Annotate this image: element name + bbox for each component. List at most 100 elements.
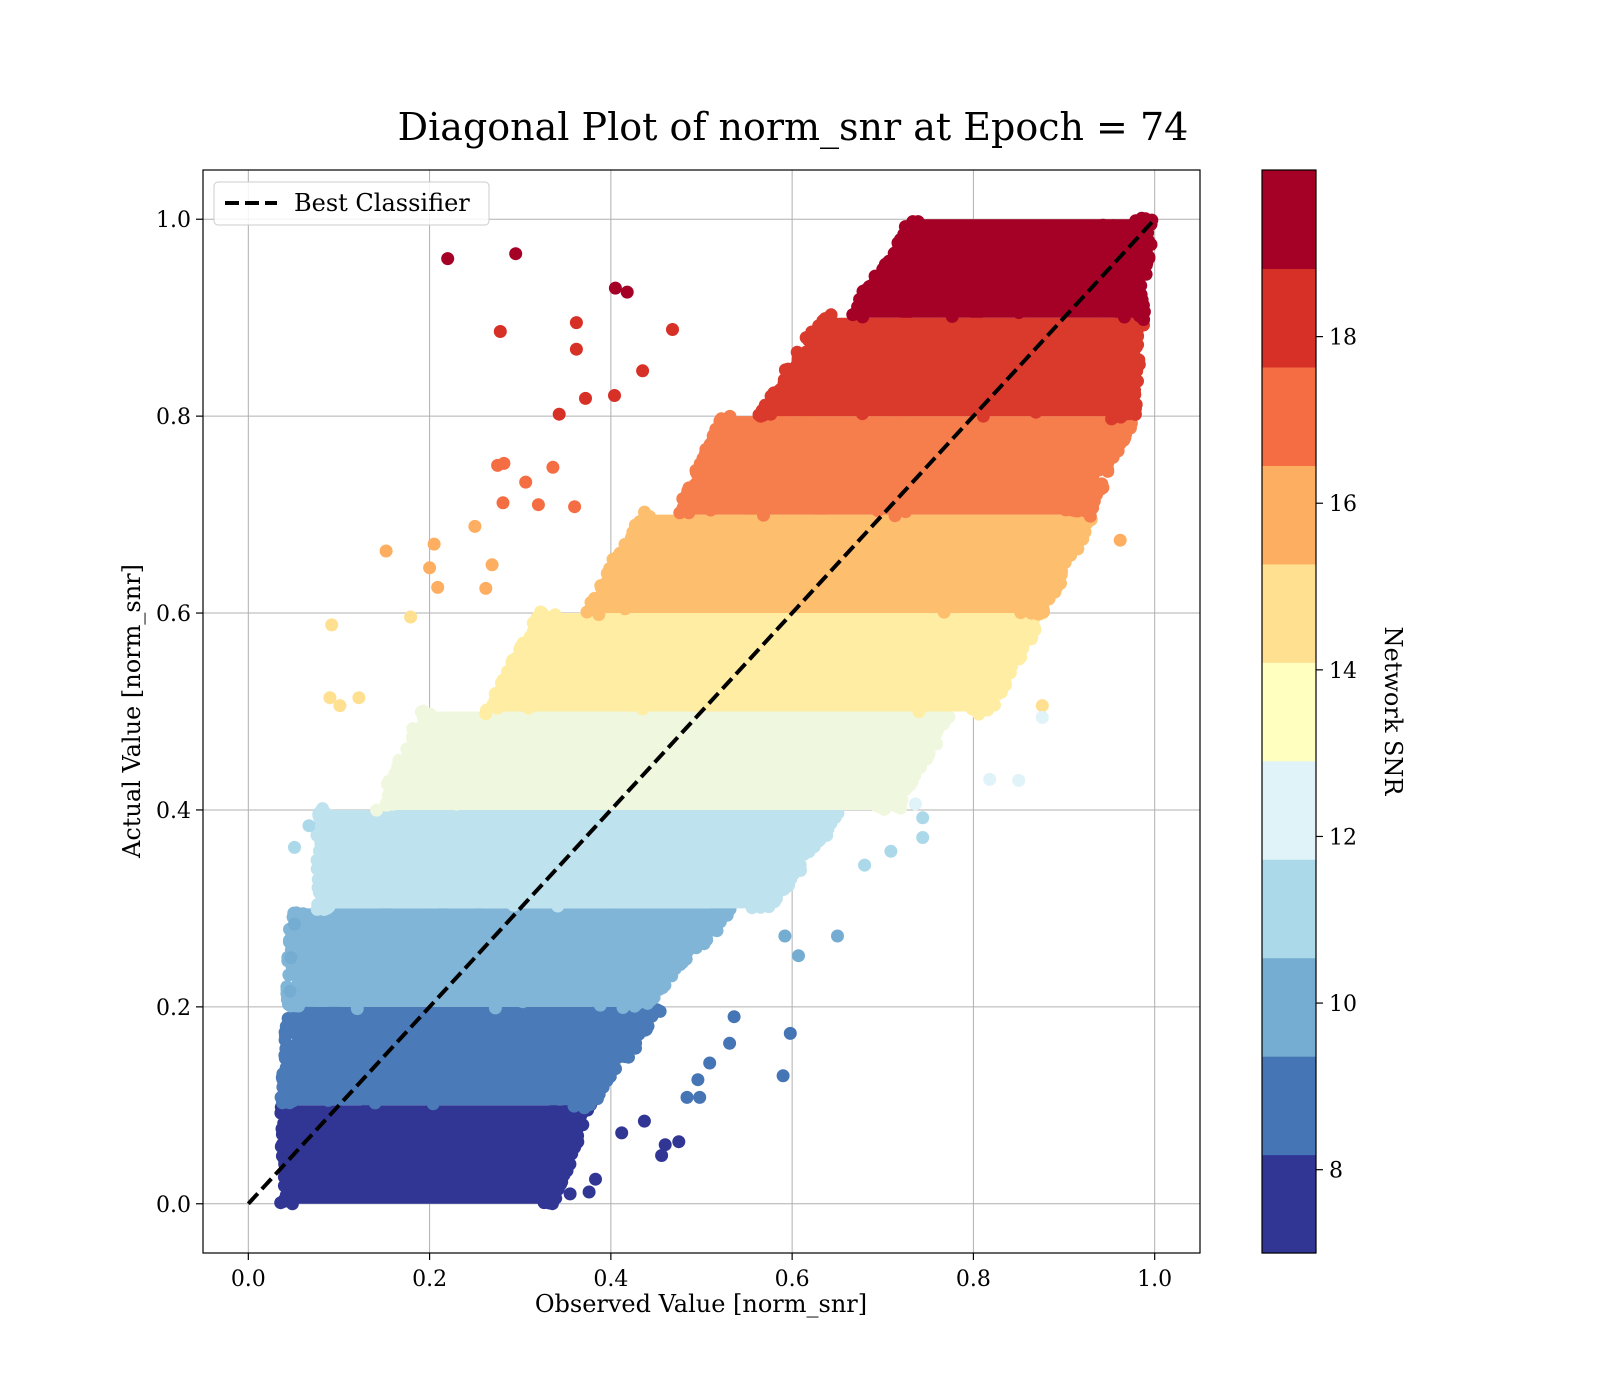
scatter-point [362, 1168, 376, 1182]
scatter-point [615, 958, 629, 972]
scatter-point [975, 224, 989, 238]
scatter-point [852, 642, 866, 656]
scatter-point [1019, 224, 1033, 238]
scatter-point [1093, 430, 1107, 444]
scatter-point [1094, 302, 1108, 316]
scatter-point [402, 748, 416, 762]
scatter-point [964, 241, 978, 255]
scatter-point [899, 505, 913, 519]
scatter-point [325, 809, 339, 823]
scatter-point [997, 242, 1011, 256]
scatter-point [310, 902, 324, 916]
scatter-point [614, 895, 628, 909]
snr-band-8 [752, 308, 1150, 426]
scatter-point [359, 947, 373, 961]
scatter-point [896, 304, 910, 317]
scatter-point [779, 872, 793, 886]
scatter-point [791, 365, 805, 378]
outlier-point [672, 1135, 686, 1149]
x-tick-label: 0.0 [231, 1267, 266, 1292]
scatter-point [545, 1197, 559, 1211]
chart-title: Diagonal Plot of norm_snr at Epoch = 74 [398, 105, 1189, 150]
scatter-point [534, 1028, 548, 1042]
scatter-point [496, 1157, 510, 1171]
scatter-point [889, 335, 903, 349]
scatter-point [526, 1154, 540, 1168]
outlier-point [703, 1056, 717, 1070]
outlier-point [288, 840, 301, 854]
scatter-point [1101, 350, 1114, 364]
scatter-point [791, 863, 805, 877]
scatter-point [954, 463, 968, 477]
scatter-point [708, 520, 722, 534]
scatter-point [937, 456, 950, 470]
scatter-point [1109, 409, 1123, 423]
scatter-point [671, 916, 685, 930]
outlier-point [727, 1010, 741, 1024]
scatter-point [372, 1031, 386, 1044]
scatter-point [1026, 385, 1040, 399]
scatter-point [1132, 217, 1146, 231]
scatter-point [356, 979, 370, 993]
scatter-point [399, 1168, 412, 1182]
scatter-point [888, 509, 902, 523]
scatter-point [350, 1002, 364, 1016]
scatter-point [682, 502, 696, 516]
scatter-point [1081, 232, 1095, 246]
scatter-point [884, 272, 898, 286]
scatter-point [497, 967, 511, 981]
scatter-point [805, 813, 819, 827]
scatter-point [542, 716, 556, 730]
scatter-point [817, 358, 831, 372]
scatter-point [551, 899, 565, 913]
scatter-point [951, 565, 965, 579]
scatter-point [965, 567, 979, 581]
scatter-point [582, 870, 596, 884]
scatter-point [758, 398, 772, 412]
scatter-point [933, 711, 947, 724]
scatter-point [816, 664, 830, 678]
scatter-point [1035, 393, 1049, 407]
scatter-point [622, 1050, 635, 1064]
scatter-point [305, 1171, 318, 1185]
scatter-point [1089, 443, 1103, 456]
scatter-point [411, 944, 425, 958]
scatter-point [525, 960, 539, 974]
scatter-point [695, 812, 709, 826]
colorbar-tick-label: 16 [1329, 492, 1357, 517]
scatter-point [1122, 377, 1136, 391]
scatter-point [517, 1161, 531, 1175]
scatter-point [561, 618, 575, 632]
scatter-point [1045, 586, 1059, 600]
outlier-point [1035, 710, 1049, 724]
scatter-point [959, 678, 973, 692]
scatter-point [791, 350, 805, 364]
scatter-point [1013, 418, 1027, 432]
scatter-point [311, 881, 325, 895]
scatter-point [766, 610, 780, 624]
outlier-point [493, 325, 507, 338]
scatter-point [907, 494, 921, 508]
scatter-point [641, 833, 655, 847]
scatter-point [1069, 273, 1083, 287]
scatter-point [592, 608, 606, 621]
scatter-point [580, 605, 594, 619]
y-tick-label: 0.4 [156, 799, 191, 824]
scatter-point [1030, 337, 1044, 351]
scatter-point [921, 271, 935, 285]
scatter-point [734, 862, 748, 876]
scatter-point [623, 689, 637, 703]
scatter-point [399, 1062, 413, 1076]
scatter-point [552, 1175, 566, 1189]
colorbar-segment [1262, 563, 1316, 663]
scatter-point [447, 1060, 460, 1074]
scatter-point [658, 555, 672, 569]
scatter-point [387, 1136, 401, 1150]
scatter-point [463, 1065, 477, 1079]
scatter-point [520, 762, 534, 776]
scatter-point [887, 770, 901, 784]
scatter-point [361, 1185, 375, 1199]
outlier-point [655, 1149, 669, 1162]
scatter-point [520, 1087, 534, 1101]
scatter-point [836, 370, 850, 384]
